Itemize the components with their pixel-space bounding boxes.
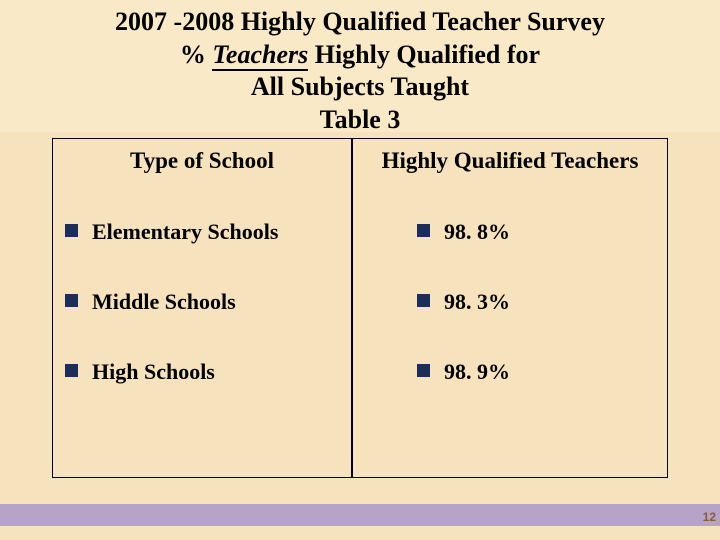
table: Type of School Elementary Schools Middle… (52, 138, 668, 478)
table-col-left-header: Type of School (65, 147, 339, 175)
table-row-value: 98. 8% (444, 219, 510, 245)
table-row-label: Middle Schools (92, 289, 236, 315)
square-bullet-icon (65, 364, 78, 377)
square-bullet-icon (417, 224, 430, 237)
title-line-3: All Subjects Taught (0, 71, 720, 104)
square-bullet-icon (65, 224, 78, 237)
table-row: 98. 8% (365, 219, 655, 245)
table-col-left: Type of School Elementary Schools Middle… (52, 138, 352, 478)
title-line-2-suffix: Highly Qualified for (308, 40, 540, 69)
table-row: Elementary Schools (65, 219, 339, 245)
square-bullet-icon (65, 294, 78, 307)
table-row-value: 98. 3% (444, 289, 510, 315)
square-bullet-icon (417, 364, 430, 377)
title-line-1: 2007 -2008 Highly Qualified Teacher Surv… (0, 6, 720, 39)
page-number: 12 (703, 510, 716, 524)
body-area: Type of School Elementary Schools Middle… (0, 132, 720, 504)
table-row-label: Elementary Schools (92, 219, 278, 245)
table-row: 98. 9% (365, 359, 655, 385)
title-line-2-underlined: Teachers (212, 40, 308, 71)
title-line-2: % Teachers Highly Qualified for (0, 39, 720, 72)
square-bullet-icon (417, 294, 430, 307)
table-row-value: 98. 9% (444, 359, 510, 385)
title-line-2-prefix: % (180, 40, 213, 69)
title-band: 2007 -2008 Highly Qualified Teacher Surv… (0, 0, 720, 132)
table-row: High Schools (65, 359, 339, 385)
slide: 2007 -2008 Highly Qualified Teacher Surv… (0, 0, 720, 540)
table-row: 98. 3% (365, 289, 655, 315)
table-col-right: Highly Qualified Teachers 98. 8% 98. 3% … (352, 138, 668, 478)
footer-band (0, 504, 720, 526)
table-col-right-header: Highly Qualified Teachers (365, 147, 655, 175)
table-row-label: High Schools (92, 359, 215, 385)
table-row: Middle Schools (65, 289, 339, 315)
